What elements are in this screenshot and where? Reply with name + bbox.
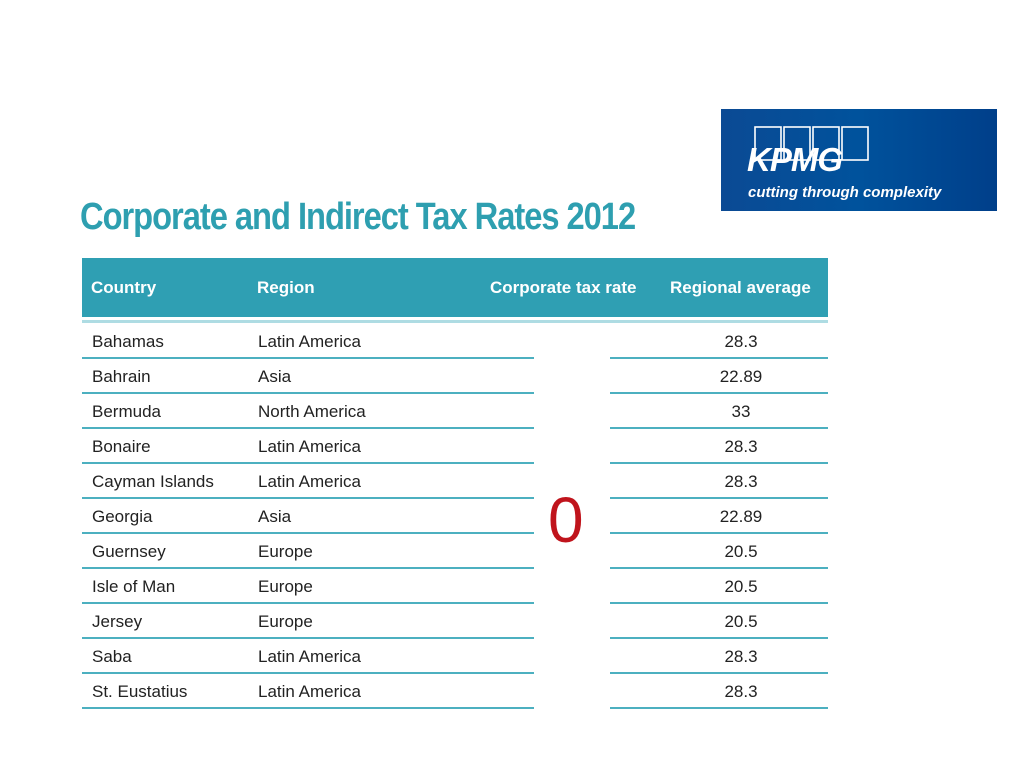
- cell-country: St. Eustatius: [92, 682, 188, 701]
- table-row: Jersey Europe 20.5: [82, 604, 828, 639]
- cell-regional-average: 28.3: [724, 332, 758, 351]
- cell-regional-average: 22.89: [719, 367, 763, 386]
- cell-region: Latin America: [258, 682, 361, 701]
- cell-regional-average: 33: [731, 402, 751, 421]
- cell-region: Asia: [258, 367, 292, 386]
- cell-country: Bahrain: [92, 367, 151, 386]
- cell-regional-average: 28.3: [724, 682, 758, 701]
- row-divider: [82, 567, 534, 569]
- cell-country: Bonaire: [92, 437, 151, 456]
- cell-country: Isle of Man: [92, 577, 176, 596]
- row-divider: [82, 462, 534, 464]
- table-row: St. Eustatius Latin America 28.3: [82, 674, 828, 709]
- row-divider: [610, 497, 828, 499]
- cell-region: Latin America: [258, 647, 361, 666]
- cell-regional-average: 20.5: [724, 542, 758, 561]
- table-row: Cayman Islands Latin America 28.3: [82, 464, 828, 499]
- cell-regional-average: 20.5: [724, 577, 758, 596]
- row-divider: [82, 672, 534, 674]
- cell-region: Europe: [258, 542, 313, 561]
- cell-region: Latin America: [258, 332, 361, 351]
- cell-regional-average: 20.5: [724, 612, 758, 631]
- cell-regional-average: 28.3: [724, 472, 758, 491]
- row-divider: [82, 637, 534, 639]
- page-title: Corporate and Indirect Tax Rates 2012: [80, 196, 636, 238]
- row-divider: [610, 532, 828, 534]
- row-divider: [82, 602, 534, 604]
- header-country: Country: [91, 278, 157, 297]
- kpmg-logo: KPMG cutting through complexity: [721, 109, 997, 211]
- row-divider: [610, 637, 828, 639]
- row-divider: [610, 567, 828, 569]
- table-row: Bahrain Asia 22.89: [82, 359, 828, 394]
- row-divider: [610, 392, 828, 394]
- logo-tagline: cutting through complexity: [748, 184, 942, 201]
- table-row: Georgia Asia 22.89: [82, 499, 828, 534]
- cell-country: Jersey: [92, 612, 143, 631]
- row-divider: [82, 497, 534, 499]
- row-divider: [610, 602, 828, 604]
- cell-region: Europe: [258, 612, 313, 631]
- cell-regional-average: 28.3: [724, 647, 758, 666]
- cell-country: Guernsey: [92, 542, 166, 561]
- cell-region: Latin America: [258, 472, 361, 491]
- cell-regional-average: 28.3: [724, 437, 758, 456]
- row-divider: [82, 357, 534, 359]
- cell-country: Bahamas: [92, 332, 164, 351]
- row-divider: [610, 672, 828, 674]
- cell-regional-average: 22.89: [719, 507, 763, 526]
- cell-country: Cayman Islands: [92, 472, 214, 491]
- corporate-tax-rate-value: 0: [548, 484, 584, 556]
- row-divider: [82, 707, 534, 709]
- table-row: Bonaire Latin America 28.3: [82, 429, 828, 464]
- cell-country: Saba: [92, 647, 132, 666]
- cell-country: Bermuda: [92, 402, 161, 421]
- row-divider: [82, 532, 534, 534]
- row-divider: [610, 357, 828, 359]
- logo-wordmark: KPMG: [747, 141, 843, 178]
- row-divider: [610, 427, 828, 429]
- table-body: Bahamas Latin America 28.3 Bahrain Asia …: [82, 324, 828, 709]
- row-divider: [82, 392, 534, 394]
- kpmg-squares-icon: [754, 126, 869, 161]
- table-row: Saba Latin America 28.3: [82, 639, 828, 674]
- cell-region: Latin America: [258, 437, 361, 456]
- table-header: Country Region Corporate tax rate Region…: [82, 258, 828, 320]
- table-row: Guernsey Europe 20.5: [82, 534, 828, 569]
- table-row: Bahamas Latin America 28.3: [82, 324, 828, 359]
- header-regional-average: Regional average: [670, 278, 811, 297]
- header-corporate-tax-rate: Corporate tax rate: [490, 278, 637, 297]
- row-divider: [610, 462, 828, 464]
- row-divider: [82, 427, 534, 429]
- tax-rates-table: Country Region Corporate tax rate Region…: [82, 258, 828, 709]
- cell-region: Europe: [258, 577, 313, 596]
- cell-region: North America: [258, 402, 366, 421]
- cell-country: Georgia: [92, 507, 153, 526]
- cell-region: Asia: [258, 507, 292, 526]
- header-region: Region: [257, 278, 315, 297]
- table-row: Isle of Man Europe 20.5: [82, 569, 828, 604]
- row-divider: [610, 707, 828, 709]
- table-row: Bermuda North America 33: [82, 394, 828, 429]
